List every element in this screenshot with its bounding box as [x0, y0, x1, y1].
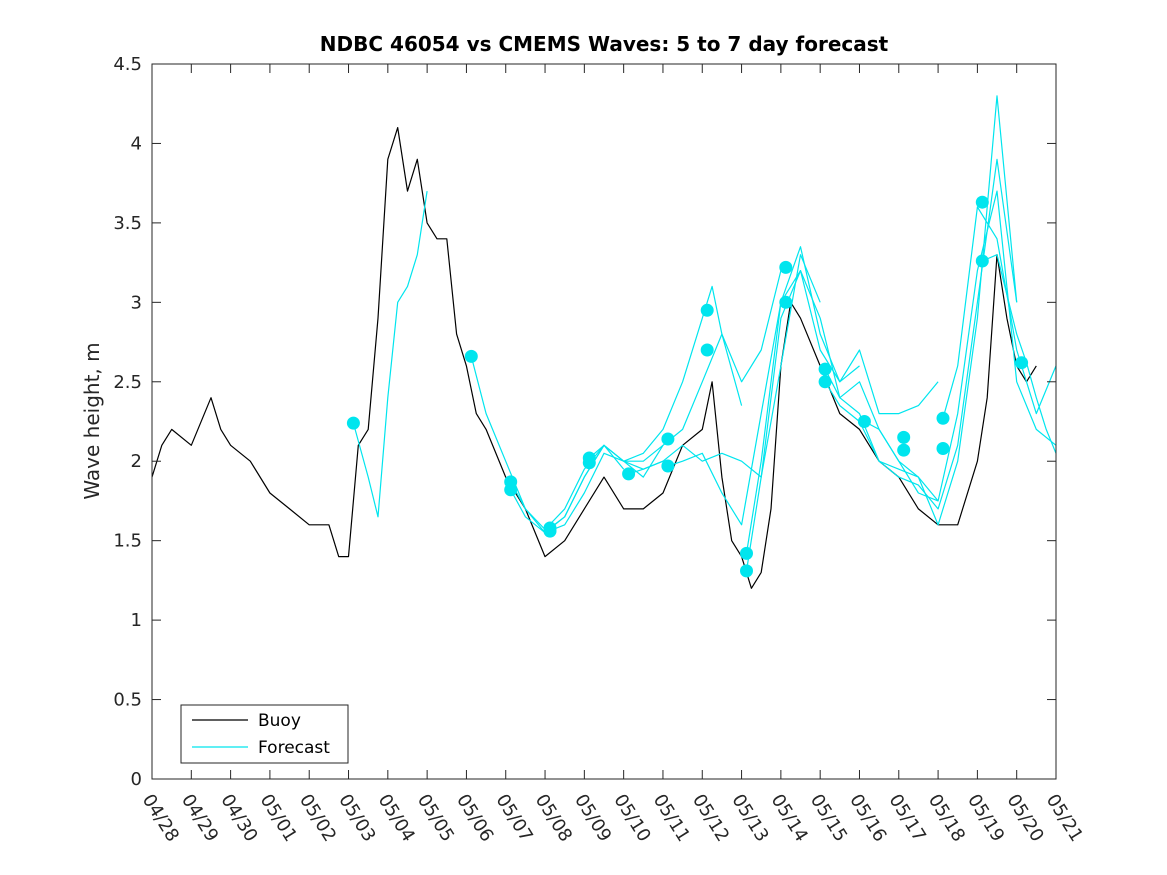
forecast-line-12 — [824, 158, 1018, 510]
x-tick-label-10: 05/08 — [531, 791, 576, 846]
x-tick-label-12: 05/10 — [609, 791, 654, 846]
x-tick-label-23: 05/21 — [1042, 791, 1087, 846]
forecast-marker-16 — [779, 260, 793, 274]
x-tick-label-14: 05/12 — [688, 791, 733, 846]
x-tick-label-19: 05/17 — [885, 791, 930, 846]
x-tick-label-0: 04/28 — [138, 791, 183, 846]
x-tick-label-1: 04/29 — [177, 791, 222, 846]
legend-box — [180, 704, 349, 764]
legend: Buoy Forecast — [180, 704, 349, 764]
y-tick-label-7: 3.5 — [113, 213, 142, 234]
forecast-marker-8 — [582, 456, 596, 470]
forecast-marker-23 — [936, 411, 950, 425]
plot-area — [152, 64, 1056, 779]
forecast-marker-10 — [661, 432, 675, 446]
y-tick-labels: 0 0.5 1 1.5 2 2.5 3 3.5 4 4.5 — [113, 54, 142, 790]
forecast-line-8 — [667, 270, 860, 526]
forecast-marker-11 — [661, 459, 675, 473]
axes-box — [151, 63, 1057, 780]
x-tick-label-21: 05/19 — [963, 791, 1008, 846]
forecast-marker-21 — [897, 430, 911, 444]
forecast-marker-2 — [464, 349, 478, 363]
forecast-line-5 — [549, 285, 743, 529]
x-tick-label-11: 05/09 — [570, 791, 615, 846]
forecast-marker-24 — [936, 442, 950, 455]
forecast-marker-25 — [975, 195, 989, 209]
forecast-marker-17 — [779, 295, 793, 309]
forecast-marker-27 — [1015, 356, 1029, 370]
x-tick-label-5: 05/03 — [334, 791, 379, 846]
y-tick-label-6: 3 — [131, 292, 142, 313]
y-tick-label-3: 1.5 — [113, 531, 142, 552]
forecast-marker-4 — [504, 483, 518, 497]
y-tick-label-1: 0.5 — [113, 690, 142, 711]
x-tick-label-2: 04/30 — [216, 791, 261, 846]
forecast-marker-12 — [700, 303, 714, 317]
forecast-line-6 — [588, 270, 782, 462]
legend-forecast-label: Forecast — [258, 738, 330, 758]
y-tick-label-9: 4.5 — [113, 54, 142, 75]
x-tick-label-8: 05/06 — [452, 791, 497, 846]
y-tick-label-2: 1 — [131, 610, 142, 631]
y-axis-label: Wave height, m — [80, 342, 104, 499]
x-tick-label-3: 05/01 — [256, 791, 301, 846]
x-tick-label-7: 05/05 — [413, 791, 458, 846]
forecast-marker-15 — [740, 564, 753, 578]
forecast-marker-20 — [857, 415, 871, 428]
forecast-marker-14 — [740, 546, 753, 560]
forecast-marker-18 — [818, 362, 832, 376]
x-tick-label-9: 05/07 — [491, 791, 536, 846]
x-tick-labels: 04/2804/2904/3005/0105/0205/0305/0405/05… — [138, 791, 1087, 846]
x-tick-label-6: 05/04 — [374, 791, 419, 846]
forecast-line-13 — [864, 190, 1057, 502]
y-tick-label-4: 2 — [131, 451, 142, 472]
forecast-series — [352, 95, 1057, 571]
forecast-line-9 — [745, 246, 939, 554]
x-tick-label-17: 05/15 — [806, 791, 851, 846]
axes — [151, 63, 1057, 780]
x-tick-label-18: 05/16 — [845, 791, 890, 846]
forecast-marker-1 — [346, 416, 360, 430]
forecast-marker-13 — [700, 343, 714, 357]
forecast-marker-19 — [818, 375, 832, 389]
forecast-marker-22 — [897, 443, 911, 457]
x-tick-label-22: 05/20 — [1002, 791, 1047, 846]
forecast-marker-26 — [975, 254, 989, 268]
forecast-line-1 — [352, 191, 428, 518]
forecast-marker-9 — [622, 467, 636, 481]
x-tick-label-4: 05/02 — [295, 791, 340, 846]
forecast-line-3 — [510, 452, 664, 534]
legend-buoy-label: Buoy — [258, 711, 301, 731]
plot-background — [152, 64, 1056, 779]
y-tick-label-0: 0 — [131, 769, 142, 790]
y-tick-label-5: 2.5 — [113, 372, 142, 393]
chart-title: NDBC 46054 vs CMEMS Waves: 5 to 7 day fo… — [320, 32, 889, 56]
forecast-line-14 — [942, 206, 1057, 419]
y-tick-label-8: 4 — [131, 133, 142, 154]
x-tick-label-13: 05/11 — [649, 791, 694, 846]
forecast-marker-6 — [543, 524, 557, 538]
forecast-line-7 — [628, 254, 821, 478]
x-tick-label-15: 05/13 — [727, 791, 772, 846]
x-tick-label-16: 05/14 — [767, 791, 812, 846]
forecast-markers — [346, 195, 1029, 578]
x-tick-label-20: 05/18 — [924, 791, 969, 846]
